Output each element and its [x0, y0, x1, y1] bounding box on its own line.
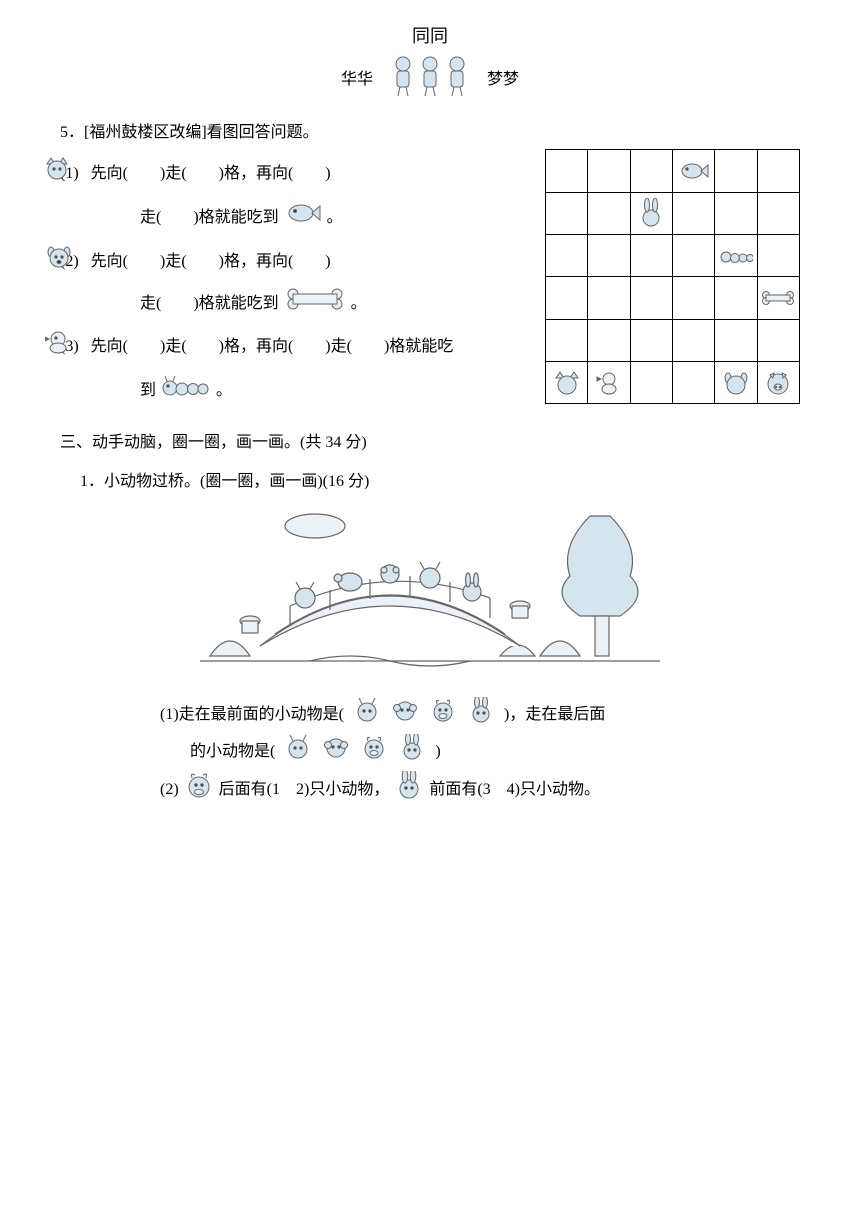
grid-cell — [672, 277, 714, 319]
grid-cell — [546, 234, 588, 276]
caterpillar-icon — [162, 374, 210, 409]
q5-sub1-text2: 走( )格就能吃到 — [140, 209, 279, 226]
grid-cell-chick — [588, 361, 630, 403]
grid-cell — [630, 234, 672, 276]
header-labels: 华华 梦梦 — [60, 52, 800, 109]
monkey-icon[interactable] — [323, 734, 349, 771]
goat-icon[interactable] — [285, 734, 311, 771]
grid-cell — [672, 192, 714, 234]
grid-cell — [546, 192, 588, 234]
q5-sub3-line1: (3) 先向( )走( )格，再向( )走( )格就能吃 — [60, 329, 480, 366]
grid-cell — [630, 319, 672, 361]
s3-q1-sub1-d: ) — [435, 743, 440, 760]
option-group-1[interactable] — [352, 697, 496, 734]
grid-cell — [630, 361, 672, 403]
grid-cell-dog — [715, 361, 757, 403]
grid-cell — [546, 277, 588, 319]
q5-sub1-end: 。 — [327, 209, 343, 226]
bridge-scene-icon — [60, 506, 800, 687]
grid-cell-pig — [757, 361, 799, 403]
grid-cell — [630, 277, 672, 319]
grid-cell — [630, 150, 672, 192]
rabbit-icon[interactable] — [468, 697, 494, 734]
q5-sub3-text2: 到 — [140, 382, 156, 399]
s3-q1-title: 1．小动物过桥。(圈一圈，画一画)(16 分) — [60, 468, 800, 497]
grid-cell — [672, 361, 714, 403]
q5-sub2-line2: 走( )格就能吃到 。 — [60, 288, 480, 321]
grid-cell — [757, 234, 799, 276]
bone-icon — [285, 288, 345, 321]
s3-q1-sub2-a: (2) — [160, 781, 179, 798]
section-3-q1: 1．小动物过桥。(圈一圈，画一画)(16 分) — [60, 468, 800, 810]
q5-sub2-text2: 走( )格就能吃到 — [140, 295, 279, 312]
grid-cell — [715, 277, 757, 319]
s3-q1-sub1-line1: (1)走在最前面的小动物是( )，走在最后面 — [60, 697, 800, 734]
s3-q1-sub1-a: (1)走在最前面的小动物是( — [160, 706, 344, 723]
q5-sub3-end: 。 — [216, 382, 232, 399]
section-3-title: 三、动手动脑，圈一圈，画一画。(共 34 分) — [60, 429, 800, 458]
grid-cell — [757, 319, 799, 361]
q5-sub3-text: 先向( )走( )格，再向( )走( )格就能吃 — [91, 338, 454, 355]
grid-table — [545, 149, 800, 404]
grid-cell — [546, 319, 588, 361]
grid-cell — [588, 277, 630, 319]
option-group-2[interactable] — [283, 734, 427, 771]
grid-cell — [672, 319, 714, 361]
grid-cell — [757, 192, 799, 234]
grid-cell — [588, 150, 630, 192]
grid-cell — [546, 150, 588, 192]
top-name-label: 同同 — [60, 20, 800, 52]
s3-q1-sub2-line1: (2) 后面有(1 2)只小动物， 前面有(3 4)只小动物。 — [60, 771, 800, 810]
grid-cell — [757, 150, 799, 192]
q5-sub2-text: 先向( )走( )格，再向( ) — [91, 253, 331, 270]
grid-cell — [588, 319, 630, 361]
s3-q1-sub1-c: 的小动物是( — [190, 743, 275, 760]
rabbit-icon[interactable] — [399, 734, 425, 771]
header-illustration: 同同 华华 梦梦 — [60, 20, 800, 109]
question-5: 5．[福州鼓楼区改编]看图回答问题。 (1) 先向( )走( )格，再向( ) … — [60, 119, 800, 409]
right-name-label: 梦梦 — [487, 66, 519, 95]
cow-icon[interactable] — [430, 697, 456, 734]
fish-icon — [285, 201, 321, 236]
question-5-text: 5．[福州鼓楼区改编]看图回答问题。 (1) 先向( )走( )格，再向( ) … — [60, 119, 480, 409]
grid-cell — [588, 192, 630, 234]
s3-q1-sub2-c: 前面有(3 4)只小动物。 — [429, 781, 600, 798]
s3-q1-sub2-b: 后面有(1 2)只小动物， — [219, 781, 390, 798]
three-girls-icon — [385, 52, 475, 109]
s3-q1-sub1-b: )，走在最后面 — [504, 706, 605, 723]
s3-q1-sub1-line2: 的小动物是( ) — [60, 734, 800, 771]
monkey-icon[interactable] — [392, 697, 418, 734]
q5-sub1-line2: 走( )格就能吃到 。 — [60, 201, 480, 236]
grid-cell-fish — [672, 150, 714, 192]
q5-sub2-end: 。 — [351, 295, 367, 312]
grid-cell — [672, 234, 714, 276]
rabbit-icon — [395, 771, 423, 810]
q5-sub1-line1: (1) 先向( )走( )格，再向( ) — [60, 156, 480, 193]
q5-sub3-line2: 到 。 — [60, 374, 480, 409]
grid-cell-bone — [757, 277, 799, 319]
q5-sub1-text: 先向( )走( )格，再向( ) — [91, 165, 331, 182]
cow-icon[interactable] — [361, 734, 387, 771]
grid-cell-caterpillar — [715, 234, 757, 276]
grid-cell-rabbit — [630, 192, 672, 234]
q5-sub2-line1: (2) 先向( )走( )格，再向( ) — [60, 244, 480, 281]
direction-grid — [545, 149, 800, 404]
goat-icon[interactable] — [354, 697, 380, 734]
grid-cell — [715, 319, 757, 361]
left-name-label: 华华 — [341, 66, 373, 95]
q5-title: 5．[福州鼓楼区改编]看图回答问题。 — [60, 119, 480, 148]
grid-cell — [588, 234, 630, 276]
grid-cell — [715, 150, 757, 192]
grid-cell — [715, 192, 757, 234]
grid-cell-cat — [546, 361, 588, 403]
cow-icon — [185, 771, 213, 810]
